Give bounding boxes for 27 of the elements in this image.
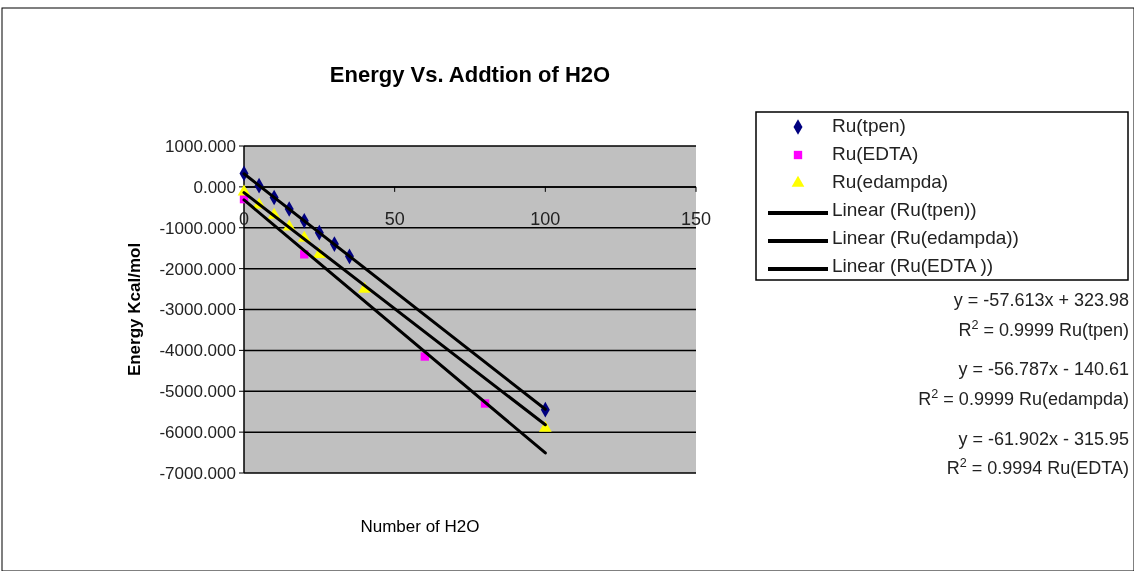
y-tick-label: -2000.000	[159, 259, 236, 279]
x-axis-title: Number of H2O	[360, 517, 480, 536]
y-tick-label: -3000.000	[159, 300, 236, 320]
legend-label: Linear (Ru(edampda))	[832, 226, 1019, 248]
text: y = -61.902x - 315.95	[958, 429, 1129, 449]
legend-label: Linear (Ru(EDTA ))	[832, 254, 994, 276]
y-tick-label: -6000.000	[159, 423, 236, 443]
x-tick-label: 150	[680, 208, 712, 229]
y-tick-label: -4000.000	[159, 341, 236, 361]
text: R$^{2}$ = 0.9999 Ru(edampda)	[918, 387, 1129, 409]
y-tick-label: -7000.000	[159, 463, 236, 483]
y-tick-label: 0.000	[193, 177, 236, 197]
legend-label: Ru(EDTA)	[832, 142, 919, 164]
x-tick-label: 50	[384, 208, 405, 229]
legend-label: Ru(edampda)	[832, 170, 949, 192]
y-tick-label: -5000.000	[159, 382, 236, 402]
text: y = -56.787x - 140.61	[958, 359, 1129, 379]
x-tick-label: 100	[530, 208, 561, 229]
y-tick-label: 1000.000	[165, 136, 236, 156]
text: R$^{2}$ = 0.9994 Ru(EDTA)	[946, 456, 1129, 478]
y-tick-label: -1000.000	[159, 218, 236, 238]
y-axis-title: Energy Kcal/mol	[125, 242, 144, 377]
chart-title: Energy Vs. Addtion of H2O	[329, 62, 611, 87]
legend-label: Linear (Ru(tpen))	[832, 198, 977, 220]
text: y = -57.613x + 323.98	[953, 290, 1129, 310]
text: R$^{2}$ = 0.9999 Ru(tpen)	[958, 318, 1129, 340]
legend-label: Ru(tpen)	[832, 114, 906, 136]
